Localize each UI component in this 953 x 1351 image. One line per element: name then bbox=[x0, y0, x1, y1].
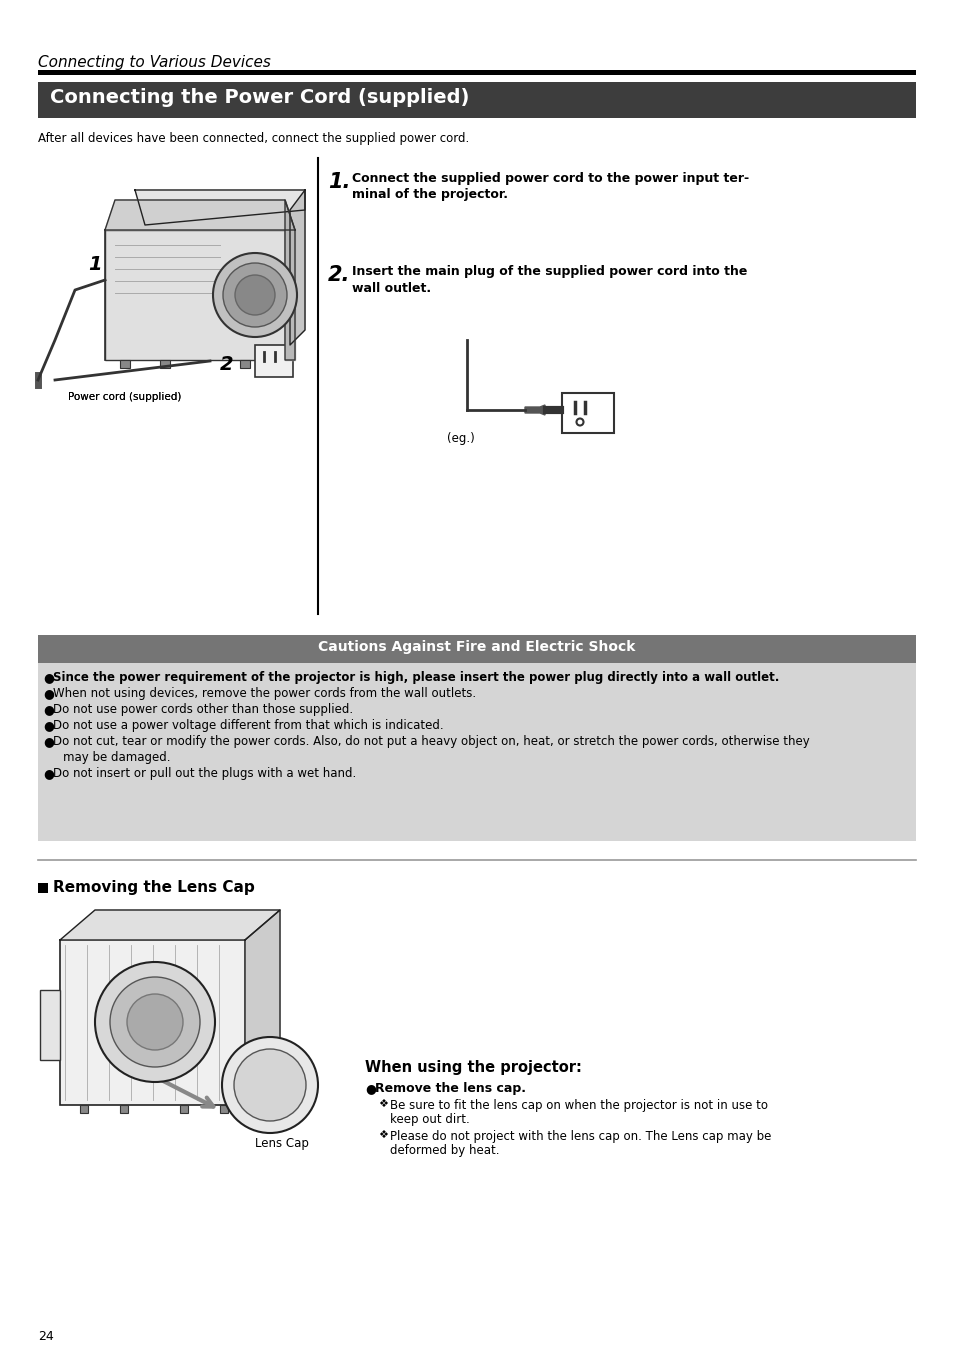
Text: 24: 24 bbox=[38, 1329, 53, 1343]
Text: wall outlet.: wall outlet. bbox=[352, 282, 431, 295]
Text: ●: ● bbox=[365, 1082, 375, 1096]
Bar bbox=[120, 359, 130, 367]
Circle shape bbox=[233, 1048, 306, 1121]
Bar bbox=[160, 359, 170, 367]
Bar bbox=[220, 1105, 228, 1113]
Text: 1: 1 bbox=[88, 255, 102, 274]
Text: (eg.): (eg.) bbox=[447, 432, 475, 444]
Bar bbox=[80, 1105, 88, 1113]
Bar bbox=[38, 884, 48, 893]
Circle shape bbox=[110, 977, 200, 1067]
Text: Power cord (supplied): Power cord (supplied) bbox=[68, 392, 181, 403]
Bar bbox=[60, 940, 245, 1105]
Text: 2: 2 bbox=[220, 355, 233, 374]
Text: ●: ● bbox=[43, 688, 53, 700]
Text: minal of the projector.: minal of the projector. bbox=[352, 188, 507, 201]
Bar bbox=[38, 635, 915, 663]
Text: ●: ● bbox=[43, 703, 53, 716]
Text: may be damaged.: may be damaged. bbox=[63, 751, 171, 765]
Polygon shape bbox=[245, 911, 280, 1105]
Circle shape bbox=[223, 263, 287, 327]
Text: Do not use a power voltage different from that which is indicated.: Do not use a power voltage different fro… bbox=[53, 719, 443, 732]
Polygon shape bbox=[524, 405, 544, 415]
Circle shape bbox=[127, 994, 183, 1050]
Bar bbox=[105, 230, 294, 359]
Text: Connecting the Power Cord (supplied): Connecting the Power Cord (supplied) bbox=[50, 88, 469, 107]
Text: ❖: ❖ bbox=[377, 1098, 388, 1109]
Bar bbox=[38, 70, 915, 76]
Bar bbox=[40, 990, 60, 1061]
Polygon shape bbox=[135, 190, 305, 226]
Bar bbox=[274, 359, 285, 367]
Bar bbox=[254, 345, 293, 377]
Polygon shape bbox=[60, 911, 280, 940]
Text: Connect the supplied power cord to the power input ter-: Connect the supplied power cord to the p… bbox=[352, 172, 748, 185]
Bar bbox=[561, 393, 614, 434]
Text: After all devices have been connected, connect the supplied power cord.: After all devices have been connected, c… bbox=[38, 132, 469, 145]
Text: 2.: 2. bbox=[328, 265, 350, 285]
Text: Insert the main plug of the supplied power cord into the: Insert the main plug of the supplied pow… bbox=[352, 265, 746, 278]
Text: Do not cut, tear or modify the power cords. Also, do not put a heavy object on, : Do not cut, tear or modify the power cor… bbox=[53, 735, 809, 748]
Text: Please do not project with the lens cap on. The Lens cap may be: Please do not project with the lens cap … bbox=[390, 1129, 771, 1143]
Text: Removing the Lens Cap: Removing the Lens Cap bbox=[53, 880, 254, 894]
Text: Since the power requirement of the projector is high, please insert the power pl: Since the power requirement of the proje… bbox=[53, 671, 779, 684]
Text: Power cord (supplied): Power cord (supplied) bbox=[68, 392, 181, 403]
Bar bbox=[120, 1105, 128, 1113]
Polygon shape bbox=[105, 200, 294, 230]
Circle shape bbox=[95, 962, 214, 1082]
Text: 1.: 1. bbox=[328, 172, 350, 192]
Text: Be sure to fit the lens cap on when the projector is not in use to: Be sure to fit the lens cap on when the … bbox=[390, 1098, 767, 1112]
Text: When not using devices, remove the power cords from the wall outlets.: When not using devices, remove the power… bbox=[53, 688, 476, 700]
Text: ●: ● bbox=[43, 767, 53, 780]
Bar bbox=[240, 359, 250, 367]
Bar bbox=[38, 82, 915, 118]
Text: keep out dirt.: keep out dirt. bbox=[390, 1113, 469, 1125]
Circle shape bbox=[222, 1038, 317, 1133]
Text: ❖: ❖ bbox=[377, 1129, 388, 1140]
Text: ●: ● bbox=[43, 671, 53, 684]
Text: Remove the lens cap.: Remove the lens cap. bbox=[375, 1082, 525, 1096]
Text: Connecting to Various Devices: Connecting to Various Devices bbox=[38, 55, 271, 70]
Text: Do not insert or pull out the plugs with a wet hand.: Do not insert or pull out the plugs with… bbox=[53, 767, 355, 780]
Bar bbox=[180, 1105, 188, 1113]
Circle shape bbox=[234, 276, 274, 315]
Text: When using the projector:: When using the projector: bbox=[365, 1061, 581, 1075]
Polygon shape bbox=[285, 200, 294, 359]
Text: deformed by heat.: deformed by heat. bbox=[390, 1144, 499, 1156]
Text: Do not use power cords other than those supplied.: Do not use power cords other than those … bbox=[53, 703, 353, 716]
Circle shape bbox=[213, 253, 296, 336]
Text: ●: ● bbox=[43, 719, 53, 732]
Text: Lens Cap: Lens Cap bbox=[254, 1138, 309, 1150]
Text: Cautions Against Fire and Electric Shock: Cautions Against Fire and Electric Shock bbox=[318, 640, 635, 654]
Bar bbox=[38, 663, 915, 842]
Polygon shape bbox=[290, 190, 305, 345]
Text: ●: ● bbox=[43, 735, 53, 748]
Bar bbox=[105, 230, 285, 359]
